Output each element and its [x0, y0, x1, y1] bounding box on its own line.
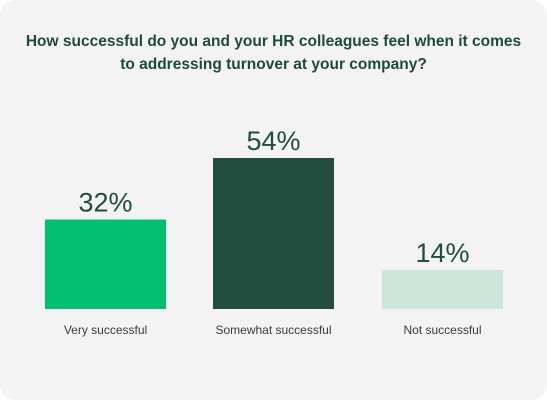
chart-title: How successful do you and your HR collea… — [25, 33, 522, 73]
bar-2 — [213, 158, 334, 309]
category-label-3: Not successful — [403, 323, 481, 337]
bar-1 — [45, 219, 166, 309]
value-label-3: 14% — [415, 238, 469, 268]
value-label-1: 32% — [78, 188, 132, 218]
value-label-2: 54% — [246, 126, 300, 156]
category-label-1: Very successful — [64, 323, 147, 337]
bar-3 — [382, 269, 503, 309]
category-label-2: Somewhat successful — [215, 323, 331, 337]
